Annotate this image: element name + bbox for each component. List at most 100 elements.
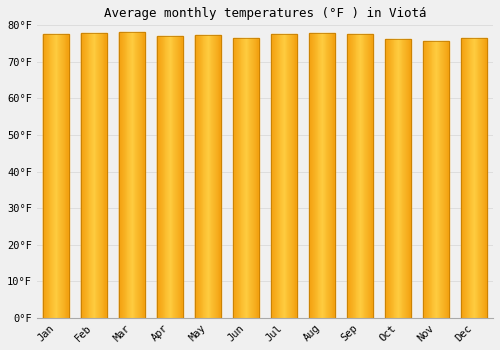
Bar [322,33,323,318]
Bar [283,34,284,318]
Bar [118,32,145,318]
Bar [56,34,58,318]
Bar [100,33,101,318]
Bar [160,35,161,318]
Bar [478,38,480,318]
Bar [435,41,436,318]
Bar [50,34,51,318]
Bar [366,34,367,318]
Bar [62,34,63,318]
Bar [407,39,408,318]
Bar [346,34,348,318]
Bar [210,35,212,318]
Bar [254,38,255,318]
Bar [156,35,183,318]
Bar [214,35,215,318]
Bar [156,35,158,318]
Bar [312,33,313,318]
Bar [329,33,330,318]
Bar [205,35,206,318]
Bar [158,35,159,318]
Bar [177,35,178,318]
Bar [444,41,445,318]
Bar [291,34,292,318]
Bar [484,38,486,318]
Bar [80,33,107,318]
Bar [292,34,293,318]
Bar [209,35,210,318]
Bar [481,38,482,318]
Bar [200,35,201,318]
Bar [83,33,84,318]
Bar [47,34,48,318]
Bar [324,33,326,318]
Bar [286,34,288,318]
Bar [346,34,374,318]
Bar [93,33,94,318]
Bar [125,32,126,318]
Bar [52,34,53,318]
Bar [470,38,472,318]
Bar [182,35,183,318]
Bar [391,39,392,318]
Bar [296,34,297,318]
Bar [483,38,484,318]
Bar [308,33,336,318]
Bar [405,39,406,318]
Bar [468,38,469,318]
Bar [159,35,160,318]
Bar [68,34,69,318]
Bar [213,35,214,318]
Bar [370,34,372,318]
Bar [251,38,252,318]
Bar [104,33,106,318]
Bar [293,34,294,318]
Bar [313,33,314,318]
Bar [196,35,198,318]
Bar [244,38,245,318]
Bar [384,39,411,318]
Bar [48,34,50,318]
Bar [320,33,321,318]
Bar [130,32,131,318]
Bar [404,39,405,318]
Bar [274,34,275,318]
Bar [161,35,162,318]
Bar [372,34,374,318]
Bar [290,34,291,318]
Bar [460,38,487,318]
Bar [240,38,242,318]
Bar [362,34,364,318]
Bar [55,34,56,318]
Bar [236,38,237,318]
Bar [346,34,374,318]
Bar [170,35,171,318]
Bar [167,35,168,318]
Bar [464,38,465,318]
Bar [314,33,315,318]
Bar [96,33,98,318]
Bar [60,34,61,318]
Bar [426,41,427,318]
Bar [136,32,137,318]
Bar [42,34,69,318]
Bar [82,33,83,318]
Bar [204,35,205,318]
Bar [63,34,64,318]
Bar [132,32,134,318]
Bar [353,34,354,318]
Bar [432,41,434,318]
Bar [86,33,88,318]
Bar [248,38,250,318]
Bar [486,38,488,318]
Bar [272,34,274,318]
Bar [194,35,221,318]
Bar [394,39,396,318]
Bar [208,35,209,318]
Bar [472,38,473,318]
Bar [422,41,424,318]
Bar [436,41,437,318]
Bar [85,33,86,318]
Bar [466,38,467,318]
Bar [428,41,429,318]
